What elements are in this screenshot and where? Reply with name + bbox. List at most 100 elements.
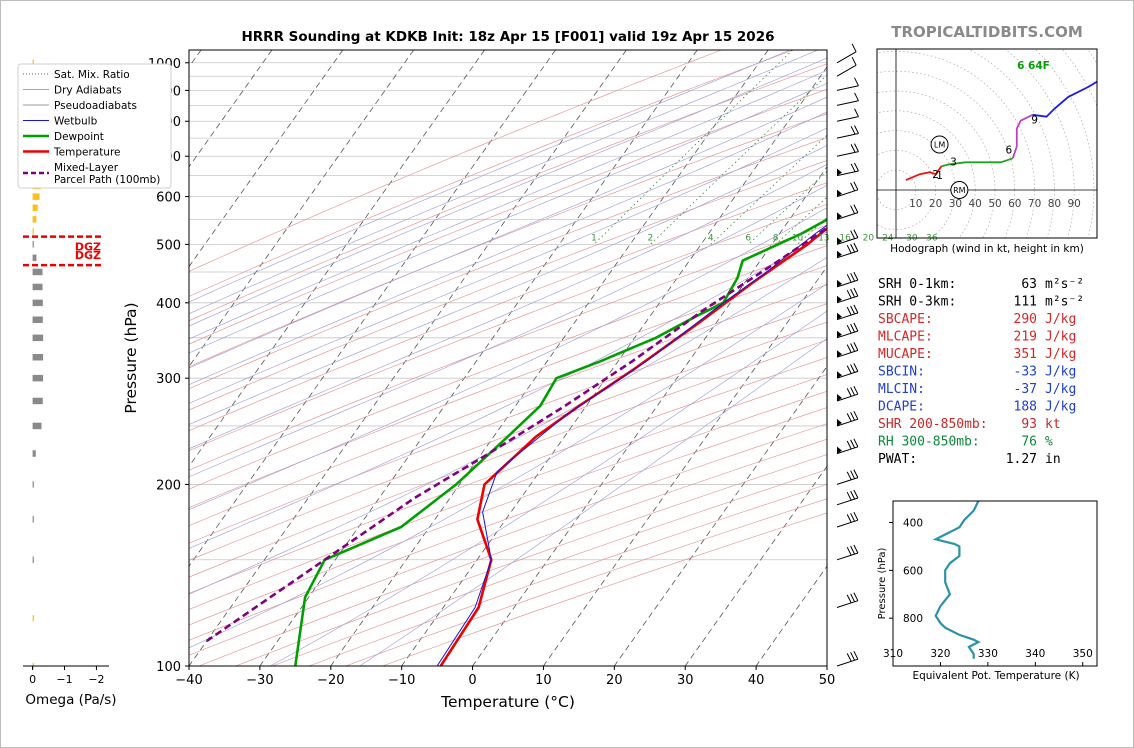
omega-axis-label: Omega (Pa/s)	[25, 692, 116, 708]
omega-bar	[32, 316, 43, 323]
isotherm	[826, 665, 827, 666]
barb-pennant	[837, 168, 842, 176]
pseudoadiabat	[269, 310, 827, 666]
barb-staff	[836, 658, 859, 667]
mixing-ratio-label: 20	[863, 233, 875, 243]
hodo-segment	[941, 157, 1014, 168]
stat-label: SBCAPE:	[878, 312, 933, 327]
wind-barb	[836, 242, 859, 259]
barb-feather	[854, 108, 859, 117]
omega-tick-label: −2	[88, 673, 104, 686]
barb-staff	[836, 552, 859, 561]
barb-feather	[853, 229, 859, 238]
barb-pennant	[837, 250, 842, 258]
chart-title: HRRR Sounding at KDKB Init: 18z Apr 15 […	[241, 29, 774, 45]
barb-feather	[851, 56, 857, 66]
legend-entry: Temperature	[53, 147, 121, 159]
stat-label: SBCIN:	[878, 365, 925, 380]
dry-adiabat	[189, 407, 827, 641]
barb-feather	[846, 324, 852, 334]
barb-pennant	[837, 312, 842, 320]
barb-staff	[836, 116, 859, 122]
barb-pennant	[837, 189, 842, 197]
wind-barb	[836, 385, 859, 402]
stat-row: SHR 200-850mb: 93 kt	[878, 417, 1061, 432]
hodo-height-label: 6	[1006, 144, 1013, 156]
x-tick-label: 40	[748, 673, 765, 688]
stat-value: 219	[1014, 330, 1037, 345]
barb-staff	[836, 85, 859, 91]
x-tick-label: 30	[677, 673, 694, 688]
wind-barb	[836, 143, 859, 157]
barb-pennant	[837, 237, 842, 245]
barb-feather	[846, 440, 852, 450]
pseudoadiabat	[189, 184, 827, 478]
series-wetbulb	[436, 224, 827, 666]
legend-entry: Dry Adiabats	[54, 85, 122, 97]
barb-feather	[850, 272, 856, 282]
barb-feather	[850, 513, 856, 522]
x-tick-label: −30	[246, 673, 273, 688]
barb-feather	[851, 43, 857, 53]
wind-barb	[836, 322, 859, 339]
hodo-segment	[1032, 80, 1097, 118]
wind-barb	[836, 304, 859, 321]
barb-pennant	[837, 279, 842, 287]
pseudoadiabat	[189, 231, 827, 549]
stat-unit: kt	[1045, 417, 1061, 432]
barb-staff	[836, 51, 857, 64]
barb-pennant	[837, 350, 842, 358]
legend-entry-line: Wetbulb	[54, 116, 98, 128]
hodo-ring-label: 10	[909, 198, 922, 210]
barb-feather	[850, 182, 856, 192]
stat-row: SBCAPE: 290 J/kg	[878, 312, 1076, 327]
hodo-height-label: 2	[932, 169, 939, 181]
stat-label: SHR 200-850mb:	[878, 417, 988, 432]
pseudoadiabat	[189, 283, 827, 649]
dry-adiabat	[198, 438, 827, 666]
stat-value: 111	[1014, 295, 1037, 310]
stat-unit: m²s⁻²	[1045, 277, 1084, 292]
hodo-height-label: 1	[936, 170, 943, 182]
barb-feather	[846, 306, 852, 316]
pseudoadiabat	[189, 82, 827, 354]
stat-unit: J/kg	[1045, 312, 1076, 327]
legend-entry-line: Dry Adiabats	[54, 85, 122, 97]
omega-bar	[32, 397, 43, 405]
omega-bar	[32, 283, 43, 291]
wind-barb	[836, 489, 859, 506]
legend-entry: Mixed-Layer Parcel Path (100mb)	[54, 162, 160, 186]
omega-tick-label: −1	[56, 673, 72, 686]
series-mixed-layer-parcel-path-100mb-	[205, 226, 827, 643]
mixing-ratio-line	[797, 216, 827, 245]
series-temperature	[439, 226, 827, 666]
barb-pennant	[837, 212, 842, 220]
hodo-height-label: 9	[1031, 115, 1038, 127]
stat-value: 351	[1014, 347, 1037, 362]
barb-feather	[853, 489, 859, 499]
dry-adiabat	[189, 390, 827, 626]
barb-feather	[846, 491, 852, 501]
brand-watermark: TROPICALTIDBITS.COM	[891, 23, 1083, 41]
barb-feather	[850, 126, 856, 135]
barb-feather	[853, 204, 859, 213]
theta-e-plot: 310 320 330 340 350 400 600 800 Equivalent Pot. …	[877, 500, 1098, 682]
omega-bar	[32, 193, 40, 200]
mixing-ratio-label: 2	[648, 233, 654, 243]
barb-feather	[850, 652, 856, 661]
theta-e-x-tick-label: 330	[978, 648, 998, 660]
barb-feather	[846, 413, 852, 422]
stat-value: 76	[1021, 435, 1037, 450]
y-tick-label: 100	[156, 660, 181, 675]
dry-adiabat	[189, 245, 827, 490]
mixing-ratio-line	[593, 50, 793, 245]
barb-feather	[850, 470, 856, 479]
wind-barb	[836, 271, 859, 288]
stat-unit: J/kg	[1045, 382, 1076, 397]
stat-value: -37	[1014, 382, 1037, 397]
barb-pennant	[837, 330, 842, 338]
wind-barb	[836, 342, 859, 358]
hodo-frame	[876, 48, 1098, 239]
y-tick-label: 500	[156, 238, 181, 253]
